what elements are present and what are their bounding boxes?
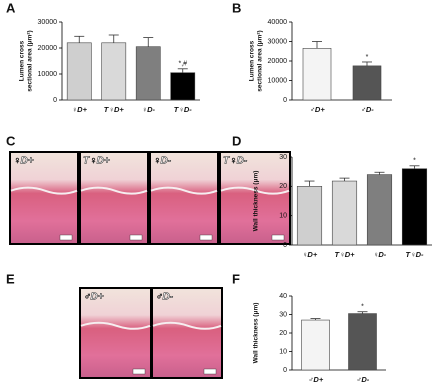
bar [66, 42, 92, 101]
tissue-layer [220, 186, 290, 195]
tissue-layer [10, 186, 78, 195]
bar [170, 72, 196, 101]
tissue-layer [152, 321, 222, 330]
bar [352, 65, 382, 101]
y-tick-label: 0 [283, 97, 287, 104]
scale-bar [271, 234, 285, 241]
x-tick-label: ♂D+ [308, 375, 324, 384]
micrograph [79, 151, 149, 245]
x-tick-label: T♀D- [405, 250, 424, 259]
image-label: ♀D- [153, 156, 172, 167]
image-label: ♂D+ [83, 292, 104, 303]
tissue-layer [150, 186, 218, 195]
tissue-layer [80, 321, 151, 330]
scale-bar [59, 234, 73, 241]
y-tick-label: 0 [283, 367, 287, 374]
x-tick-label: T♀D+ [104, 105, 125, 114]
bar [348, 313, 377, 371]
y-tick-label: 40000 [268, 19, 288, 26]
panel-label: B [232, 0, 241, 15]
micrograph [151, 287, 223, 379]
significance-label: * [361, 304, 364, 311]
y-axis-label: sectional area (μm²) [257, 30, 264, 91]
y-tick-label: 20000 [268, 58, 288, 65]
x-tick-label: ♀D+ [72, 105, 88, 114]
x-tick-label: ♀D- [373, 250, 387, 259]
bar [401, 168, 428, 246]
y-axis-label: Lumen cross [249, 40, 256, 81]
scale-bar [129, 234, 143, 241]
image-label: ♀D+ [13, 156, 34, 167]
y-tick-label: 30000 [38, 19, 58, 26]
y-tick-label: 20 [279, 183, 287, 190]
panel-label: F [232, 271, 240, 286]
x-tick-label: T♀D- [174, 105, 193, 114]
image-label: T♀D+ [83, 156, 110, 167]
bar [331, 180, 358, 246]
scale-bar [132, 368, 146, 375]
significance-label: * [413, 158, 416, 165]
y-tick-label: 0 [53, 97, 57, 104]
y-tick-label: 10 [279, 213, 287, 220]
y-tick-label: 10 [279, 348, 287, 355]
x-tick-label: T♀D+ [334, 250, 355, 259]
y-tick-label: 20000 [38, 45, 58, 52]
x-tick-label: ♂D+ [309, 105, 325, 114]
bar [366, 174, 393, 246]
bar [101, 42, 127, 101]
y-axis-label: Wall thickness (μm) [253, 171, 260, 232]
micrograph [9, 151, 79, 245]
y-tick-label: 0 [283, 242, 287, 249]
panel-label: A [6, 0, 16, 15]
y-tick-label: 30 [279, 311, 287, 318]
y-axis-label: Wall thickness (μm) [253, 303, 260, 364]
bar [302, 48, 332, 101]
image-label: ♂D- [155, 292, 174, 303]
micrograph [149, 151, 219, 245]
bar [296, 186, 323, 246]
scale-bar [199, 234, 213, 241]
micrographs [9, 151, 291, 379]
x-tick-label: ♀D+ [302, 250, 318, 259]
x-tick-label: ♂D- [360, 105, 374, 114]
y-tick-label: 40 [279, 293, 287, 300]
panel-label: D [232, 133, 241, 148]
y-tick-label: 10000 [268, 77, 288, 84]
micrograph [219, 151, 291, 245]
tissue-layer [80, 186, 148, 195]
micrograph [79, 287, 152, 379]
y-tick-label: 30000 [268, 38, 288, 45]
y-axis-label: sectional area (μm²) [27, 30, 34, 91]
panel-label: C [6, 133, 16, 148]
panel-label: E [6, 271, 15, 286]
y-tick-label: 30 [279, 154, 287, 161]
y-axis-label: Lumen cross [19, 40, 26, 81]
significance-label: * [366, 54, 369, 61]
image-label: T♀D- [223, 156, 248, 167]
y-tick-label: 10000 [38, 71, 58, 78]
x-tick-label: ♂D- [356, 375, 370, 384]
bar [135, 46, 161, 101]
significance-label: *,# [178, 61, 187, 68]
scale-bar [203, 368, 217, 375]
y-tick-label: 20 [279, 330, 287, 337]
x-tick-label: ♀D- [141, 105, 155, 114]
bar [301, 319, 330, 371]
